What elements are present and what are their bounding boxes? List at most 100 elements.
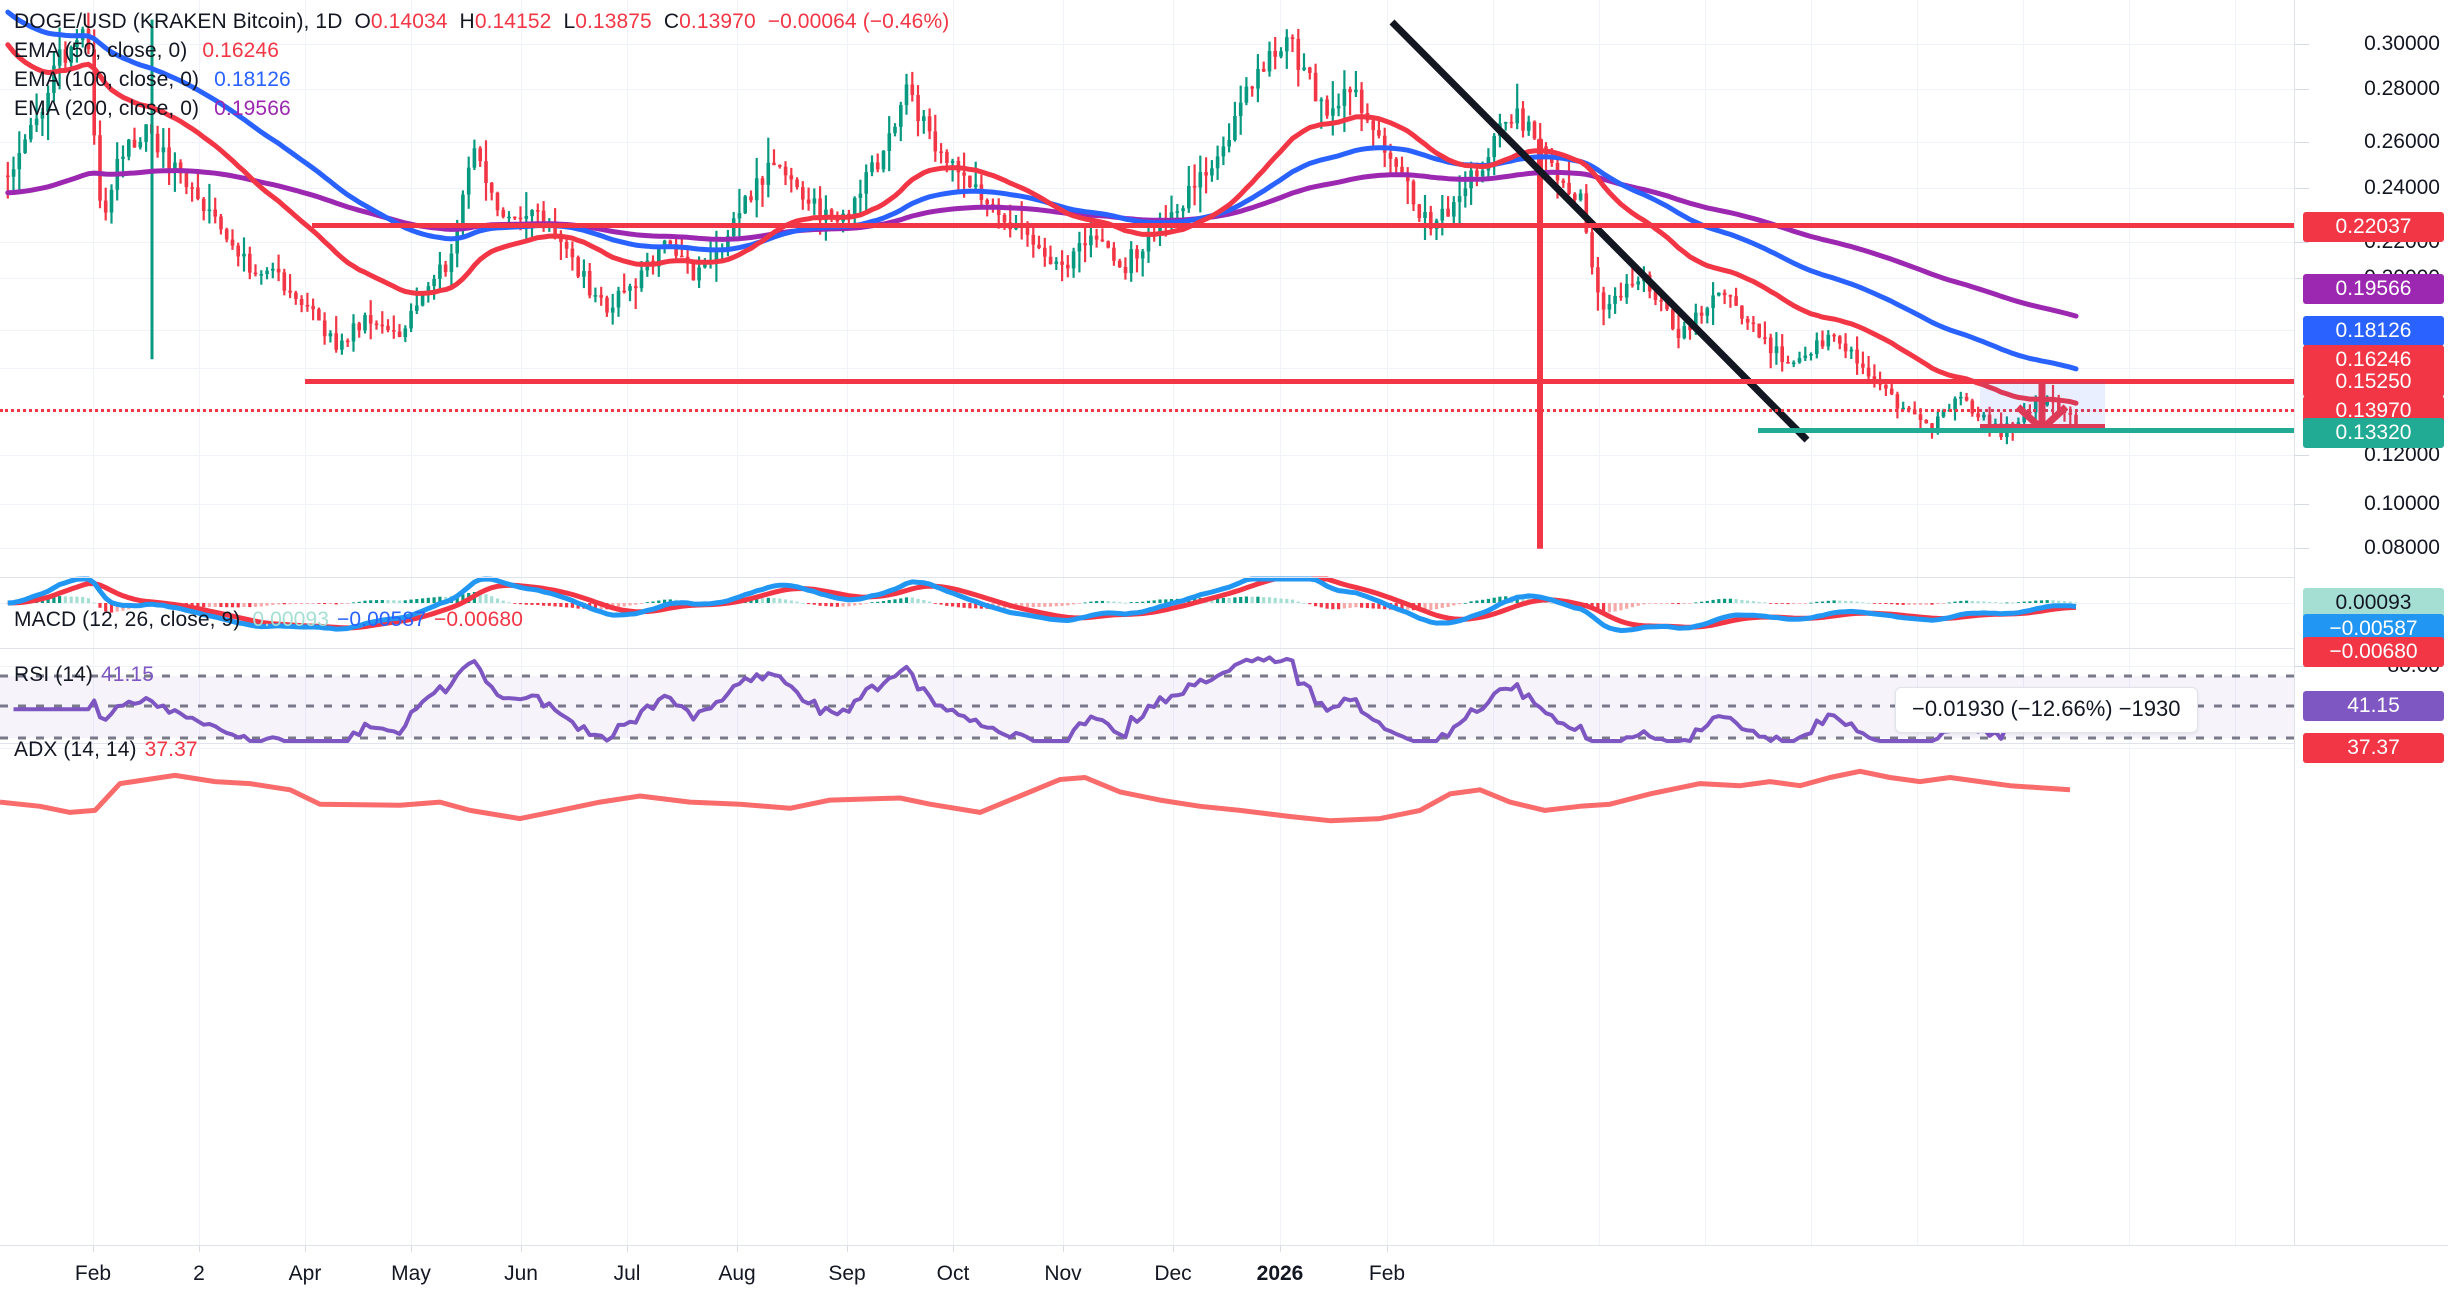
gridline [521, 0, 522, 1245]
time-tick-mark [847, 1246, 848, 1252]
time-axis-tick-label: Sep [828, 1262, 866, 1285]
panel-separator-adx [0, 743, 2294, 744]
ohlc-change-percent: (−0.46%) [862, 10, 950, 33]
gridline [0, 748, 2294, 749]
gridline [1280, 0, 1281, 1245]
gridline [0, 455, 2294, 456]
rsi-label: RSI (14) [14, 663, 93, 686]
rsi-badge-value[interactable]: 41.15 [2303, 691, 2444, 721]
gridline [0, 188, 2294, 189]
axis-tick-mark [2295, 504, 2309, 505]
price-axis-tick-label: 0.28000 [2364, 77, 2440, 100]
macd-signal-value: −0.00680 [434, 608, 523, 631]
ohlc-low-value: 0.13875 [575, 10, 652, 33]
rsi-legend[interactable]: RSI (14) 41.15 [14, 663, 154, 687]
time-tick-mark [1173, 1246, 1174, 1252]
measure-tool-tooltip: −0.01930 (−12.66%) −1930 [1895, 687, 2198, 733]
price-axis-tick-label: 0.08000 [2364, 536, 2440, 559]
gridline [1811, 0, 1812, 1245]
measure-tool-label: −0.01930 (−12.66%) −1930 [1912, 696, 2181, 721]
gridline [0, 330, 2294, 331]
time-tick-mark [1063, 1246, 1064, 1252]
rsi-value: 41.15 [101, 663, 155, 686]
adx-value: 37.37 [144, 738, 198, 761]
trendline-downtrend [1389, 19, 1810, 443]
time-axis-tick-label: Jun [504, 1262, 538, 1285]
time-axis-tick-label: Apr [288, 1262, 322, 1285]
macd-legend[interactable]: MACD (12, 26, close, 9) 0.00093 −0.00587 −0… [14, 608, 523, 632]
time-tick-mark [1387, 1246, 1388, 1252]
ema100-label: EMA (100, close, 0) [14, 68, 200, 91]
gridline [0, 368, 2294, 369]
gridline [0, 548, 2294, 549]
axis-tick-mark [2295, 455, 2309, 456]
time-axis-tick-label: Dec [1154, 1262, 1192, 1285]
ema200-legend[interactable]: EMA (200, close, 0) 0.19566 [14, 97, 949, 121]
axis-tick-mark [2295, 242, 2309, 243]
time-axis-tick-label: Nov [1044, 1262, 1082, 1285]
time-axis-tick-label: Oct [936, 1262, 970, 1285]
level-line-resistance[interactable] [312, 223, 2294, 228]
axis-tick-mark [2295, 44, 2309, 45]
level-line-green-support[interactable] [1758, 428, 2294, 433]
gridline [953, 0, 954, 1245]
time-tick-mark [521, 1246, 522, 1252]
gridline [1387, 0, 1388, 1245]
symbol-title[interactable]: DOGE/USD (KRAKEN Bitcoin), 1D [14, 10, 343, 33]
last-price-line [0, 409, 2294, 412]
panel-separator-rsi [0, 648, 2294, 649]
adx-legend[interactable]: ADX (14, 14) 37.37 [14, 738, 198, 762]
price-axis-tick-label: 0.10000 [2364, 492, 2440, 515]
gridline [93, 0, 94, 1245]
gridline [2129, 0, 2130, 1245]
price-badge-green-support[interactable]: 0.13320 [2303, 418, 2444, 448]
gridline [627, 0, 628, 1245]
gridline [305, 0, 306, 1245]
symbol-legend[interactable]: DOGE/USD (KRAKEN Bitcoin), 1D O0.14034 H0.… [14, 10, 949, 126]
gridline [0, 142, 2294, 143]
adx-badge-value[interactable]: 37.37 [2303, 733, 2444, 763]
gridline [2023, 0, 2024, 1245]
macd-hist-value: 0.00093 [252, 608, 330, 631]
time-tick-mark [305, 1246, 306, 1252]
symbol-legend-row: DOGE/USD (KRAKEN Bitcoin), 1D O0.14034 H0.… [14, 10, 949, 34]
gridline [0, 44, 2294, 45]
macd-badge-hist[interactable]: 0.00093 [2303, 588, 2444, 618]
price-axis[interactable]: 0.300000.280000.260000.240000.220000.200… [2294, 0, 2448, 1245]
gridline [0, 89, 2294, 90]
ohlc-close-prefix: C [663, 10, 680, 33]
price-axis-tick-label: 0.24000 [2364, 176, 2440, 199]
ema100-legend[interactable]: EMA (100, close, 0) 0.18126 [14, 68, 949, 92]
ohlc-open-value: 0.14034 [370, 10, 448, 33]
measure-tool-box[interactable] [1980, 382, 2105, 430]
chart-plot-area[interactable]: −0.01930 (−12.66%) −1930 [0, 0, 2294, 1245]
price-badge-resistance[interactable]: 0.22037 [2303, 212, 2444, 242]
price-series-layer [5, 9, 2079, 549]
level-line-support[interactable] [305, 379, 2294, 384]
time-tick-mark [953, 1246, 954, 1252]
macd-badge-macd[interactable]: −0.00680 [2303, 637, 2444, 667]
time-tick-mark [93, 1246, 94, 1252]
gridline [0, 278, 2294, 279]
time-tick-mark [627, 1246, 628, 1252]
ema50-legend[interactable]: EMA (50, close, 0) 0.16246 [14, 39, 949, 63]
price-badge-support[interactable]: 0.15250 [2303, 367, 2444, 397]
gridline [0, 666, 2294, 667]
ohlc-low-prefix: L [563, 10, 576, 33]
price-badge-ema100[interactable]: 0.18126 [2303, 316, 2444, 346]
time-axis-tick-label: 2026 [1256, 1262, 1304, 1285]
ohlc-high-prefix: H [459, 10, 475, 33]
macd-series-layer [6, 576, 2078, 633]
macd-line-value: −0.00587 [337, 608, 426, 631]
ema100-value: 0.18126 [214, 68, 291, 91]
gridline [0, 504, 2294, 505]
time-axis-tick-label: Aug [718, 1262, 756, 1285]
time-axis-tick-label: Jul [613, 1262, 641, 1285]
ohlc-close-value: 0.13970 [679, 10, 756, 33]
price-badge-ema200[interactable]: 0.19566 [2303, 274, 2444, 304]
gridline [199, 0, 200, 1245]
gridline [847, 0, 848, 1245]
time-axis[interactable]: Feb 2 Apr May Jun Jul Aug Sep Oct Nov Dec 2026 Feb [0, 1245, 2448, 1296]
axis-tick-mark [2295, 666, 2309, 667]
